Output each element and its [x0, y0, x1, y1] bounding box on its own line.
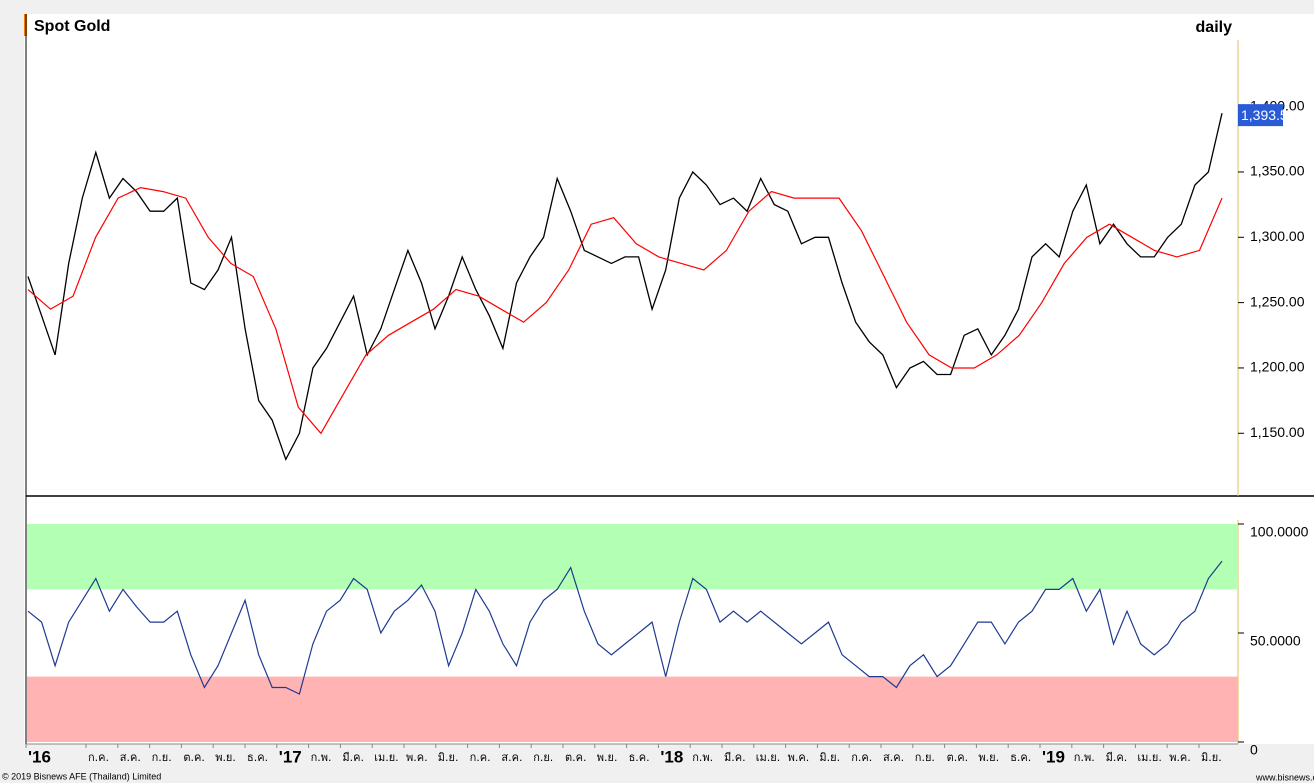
- x-tick-label: พ.ย.: [215, 751, 236, 764]
- x-tick-label: ต.ค.: [183, 751, 205, 764]
- x-tick-label: ก.ย.: [915, 751, 935, 764]
- x-tick-label: ก.ย.: [152, 751, 172, 764]
- x-tick-label: '17: [279, 747, 302, 766]
- series-line: [27, 113, 1223, 462]
- x-tick-label: มิ.ย.: [438, 751, 459, 764]
- x-tick-label: ธ.ค.: [1010, 751, 1031, 764]
- x-tick-label: ส.ค.: [501, 751, 522, 764]
- y-tick-label: 1,200.00: [1250, 359, 1305, 375]
- x-tick-label: '19: [1042, 747, 1065, 766]
- x-tick-label: มี.ค.: [724, 751, 746, 764]
- x-tick-label: ต.ค.: [565, 751, 587, 764]
- x-tick-label: พ.ย.: [978, 751, 999, 764]
- x-tick-label: '16: [28, 747, 51, 766]
- x-tick-label: ก.พ.: [1074, 751, 1095, 764]
- plot-layer: 1,150.00 1,200.00 1,250.00 1,300.00 1,350.00…: [25, 97, 1309, 766]
- x-tick-label: มี.ค.: [342, 751, 364, 764]
- y-tick-label: 1,300.00: [1250, 228, 1305, 244]
- y-tick-label: 1,150.00: [1250, 424, 1305, 440]
- y-tick-label: 100.0000: [1250, 524, 1309, 540]
- chart-title: Spot Gold: [34, 18, 110, 35]
- x-tick-label: เม.ย.: [374, 751, 398, 764]
- copyright: © 2019 Bisnews AFE (Thailand) Limited: [2, 771, 161, 781]
- x-tick-label: ธ.ค.: [629, 751, 650, 764]
- x-tick-label: '18: [660, 747, 683, 766]
- series-line: [27, 186, 1223, 435]
- x-tick-label: ก.ค.: [851, 751, 872, 764]
- x-tick-label: มิ.ย.: [819, 751, 840, 764]
- x-tick-label: ก.ย.: [533, 751, 553, 764]
- x-tick-label: พ.ย.: [597, 751, 618, 764]
- x-tick-label: พ.ค.: [406, 751, 428, 764]
- x-tick-label: ส.ค.: [883, 751, 904, 764]
- x-tick-label: ก.ค.: [88, 751, 109, 764]
- x-tick-label: ส.ค.: [120, 751, 141, 764]
- x-tick-label: มี.ค.: [1106, 751, 1128, 764]
- period-label: daily: [1196, 19, 1233, 36]
- x-tick-label: พ.ค.: [788, 751, 810, 764]
- x-tick-label: เม.ย.: [756, 751, 780, 764]
- last-price-label: 1,393.50: [1241, 107, 1296, 123]
- x-tick-label: ธ.ค.: [247, 751, 268, 764]
- x-tick-label: ก.พ.: [692, 751, 713, 764]
- last-price-tag: [1238, 104, 1283, 127]
- y-tick-label: 50.0000: [1250, 633, 1301, 649]
- website: www.bisnews.com: [1255, 772, 1314, 782]
- x-tick-label: เม.ย.: [1137, 751, 1161, 764]
- chart-background: [24, 14, 1314, 744]
- y-tick-label: 0: [1250, 742, 1258, 758]
- x-tick-label: ก.ค.: [470, 751, 491, 764]
- x-tick-label: พ.ค.: [1169, 751, 1191, 764]
- zone-band: [27, 524, 1238, 590]
- y-tick-label: 1,350.00: [1250, 163, 1305, 179]
- x-tick-label: มิ.ย.: [1201, 751, 1222, 764]
- y-tick-label: 1,250.00: [1250, 293, 1305, 309]
- series-line: [27, 560, 1223, 695]
- zone-band: [27, 676, 1238, 742]
- x-tick-label: ก.พ.: [311, 751, 332, 764]
- x-tick-label: ต.ค.: [947, 751, 969, 764]
